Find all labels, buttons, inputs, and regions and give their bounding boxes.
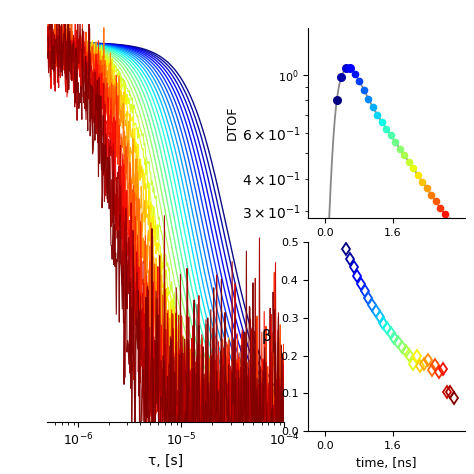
X-axis label: τ, [s]: τ, [s] — [148, 454, 183, 468]
X-axis label: time, [ns]: time, [ns] — [356, 243, 417, 256]
Y-axis label: DTOF: DTOF — [226, 106, 239, 140]
Y-axis label: β: β — [262, 329, 272, 344]
X-axis label: time, [ns]: time, [ns] — [356, 456, 417, 470]
